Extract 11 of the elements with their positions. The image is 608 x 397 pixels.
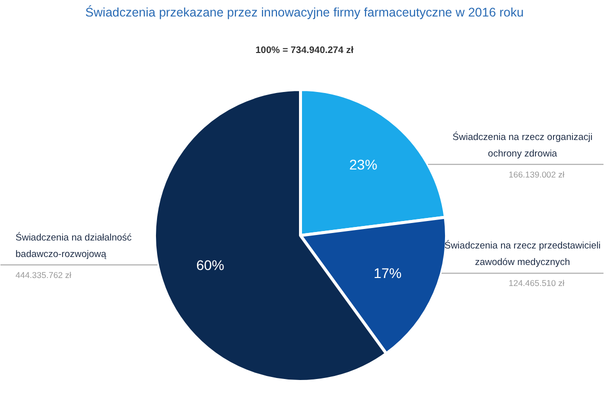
text: 166.139.002 zł [508,169,564,180]
slice-label: Świadczenia na działalność badawczo-rozwojową [16,231,132,260]
text: 124.465.510 zł [508,278,564,288]
chart-subtitle: 100% = 734.940.274 zł [256,45,354,56]
slice-label: Świadczenia na rzecz organizacji ochrony zdrowia [452,130,592,160]
data-label: 60% [196,256,224,273]
slice-label: Świadczenia na rzecz przedstawicieli zawodów medycznych [444,240,601,268]
data-label: 17% [374,265,402,282]
text: 444.335.762 zł [16,270,72,280]
chart-title: Świadczenia przekazane przez innowacyjne firmy farmaceutyczne w 2016 roku [85,4,524,20]
data-label: 23% [349,156,378,172]
